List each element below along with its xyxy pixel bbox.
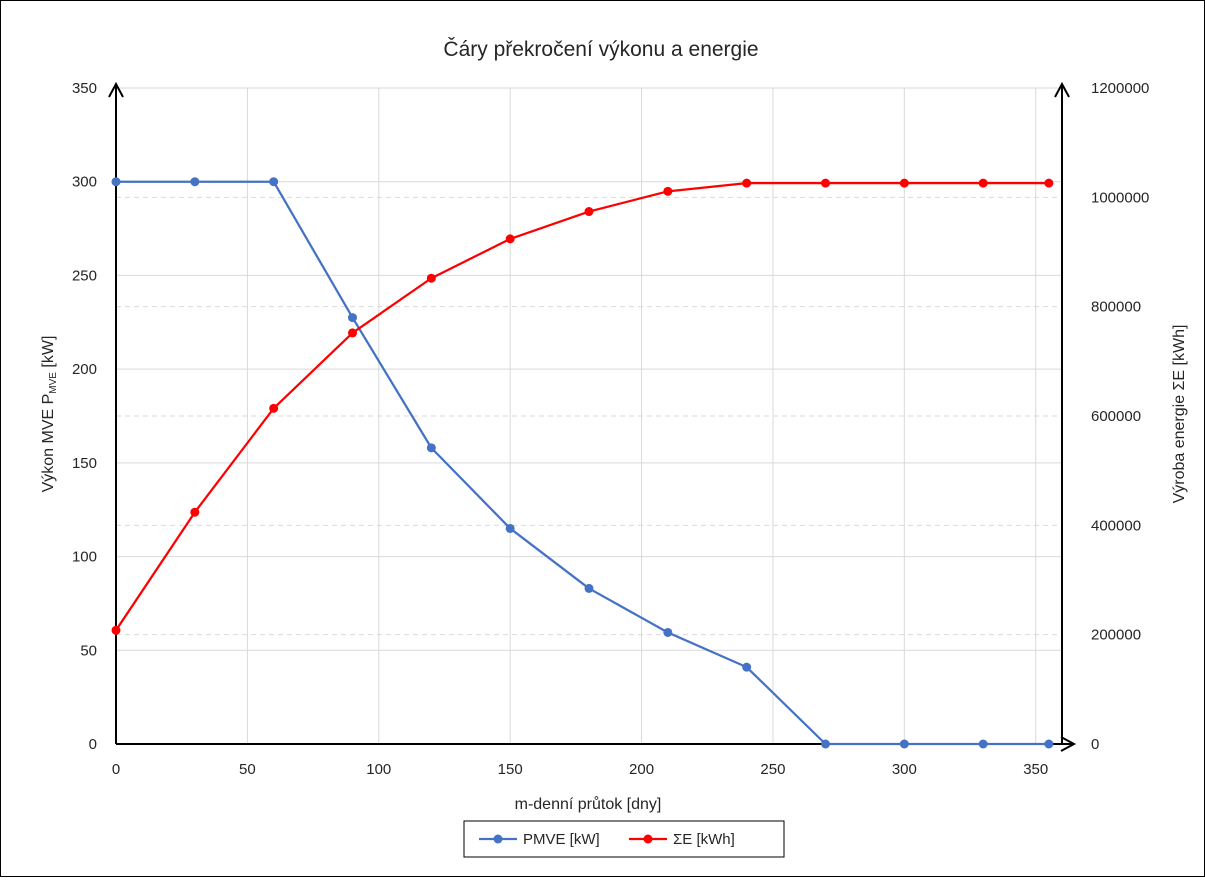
series-point-0 bbox=[584, 583, 594, 593]
y-left-tick-label: 350 bbox=[72, 80, 97, 97]
y-right-tick-label: 1000000 bbox=[1091, 189, 1149, 206]
y-axis-left-title-sub: MVE bbox=[48, 372, 59, 394]
series-point-1 bbox=[742, 178, 752, 188]
legend-label-1: ΣE [kWh] bbox=[673, 831, 735, 848]
y-axis-left-title: Výkon MVE PMVE [kW] bbox=[40, 336, 59, 493]
y-axis-right-title: Výroba energie ΣE [kWh] bbox=[1171, 325, 1188, 504]
legend: PMVE [kW] ΣE [kWh] bbox=[463, 820, 785, 858]
series-point-0 bbox=[505, 523, 515, 533]
series-point-0 bbox=[426, 443, 436, 453]
y-axis-left-title-unit: [kW] bbox=[40, 336, 57, 372]
y-left-tick-label: 150 bbox=[72, 455, 97, 472]
y-left-tick-label: 0 bbox=[89, 736, 97, 753]
series-point-0 bbox=[111, 177, 121, 187]
y-right-tick-label: 800000 bbox=[1091, 299, 1141, 316]
y-left-tick-label: 300 bbox=[72, 174, 97, 191]
x-tick-label: 100 bbox=[366, 761, 391, 778]
series-point-1 bbox=[426, 273, 436, 283]
series-point-1 bbox=[505, 234, 515, 244]
series-point-1 bbox=[899, 178, 909, 188]
series-point-0 bbox=[978, 739, 988, 749]
y-left-tick-label: 200 bbox=[72, 361, 97, 378]
y-left-tick-label: 100 bbox=[72, 549, 97, 566]
axes: 0 50 100 150 200 250 300 350 0 50 100 150 200 250 300 3… bbox=[72, 80, 1149, 778]
series-point-0 bbox=[348, 313, 357, 323]
series-point-0 bbox=[821, 739, 830, 749]
legend-marker-1 bbox=[643, 834, 653, 844]
y-axis-left-title-main: Výkon MVE P bbox=[40, 394, 57, 493]
legend-box bbox=[463, 820, 785, 858]
x-tick-label: 300 bbox=[892, 761, 917, 778]
series-point-1 bbox=[1044, 178, 1054, 188]
y-right-tick-label: 1200000 bbox=[1091, 80, 1149, 97]
series-point-1 bbox=[821, 178, 830, 188]
series-point-0 bbox=[1044, 739, 1054, 749]
x-tick-label: 0 bbox=[112, 761, 120, 778]
x-tick-label: 250 bbox=[760, 761, 785, 778]
series-point-0 bbox=[269, 177, 279, 187]
y-axis-right-arrow bbox=[1054, 81, 1070, 98]
y-axis-left-arrow bbox=[108, 81, 124, 98]
grid bbox=[116, 87, 1062, 744]
x-axis-arrow bbox=[1060, 736, 1077, 752]
x-tick-label: 200 bbox=[629, 761, 654, 778]
x-tick-label: 150 bbox=[498, 761, 523, 778]
series-line-1 bbox=[115, 181, 1049, 631]
series-point-0 bbox=[663, 627, 673, 637]
series-point-1 bbox=[978, 178, 988, 188]
series-point-1 bbox=[111, 625, 121, 635]
y-left-tick-label: 250 bbox=[72, 267, 97, 284]
series-point-0 bbox=[190, 177, 200, 187]
series-point-1 bbox=[348, 328, 357, 338]
x-tick-label: 350 bbox=[1023, 761, 1048, 778]
y-right-tick-label: 400000 bbox=[1091, 517, 1141, 534]
x-tick-label: 50 bbox=[239, 761, 256, 778]
y-right-tick-label: 600000 bbox=[1091, 408, 1141, 425]
y-right-tick-label: 200000 bbox=[1091, 627, 1141, 644]
chart-title: Čáry překročení výkonu a energie bbox=[443, 38, 758, 61]
legend-marker-0 bbox=[493, 834, 503, 844]
x-axis-title: m-denní průtok [dny] bbox=[515, 795, 662, 813]
series-point-0 bbox=[899, 739, 909, 749]
series-point-1 bbox=[269, 403, 279, 413]
series-point-1 bbox=[190, 507, 200, 517]
series-layer bbox=[111, 177, 1054, 749]
legend-label-0: PMVE [kW] bbox=[523, 831, 600, 848]
series-point-0 bbox=[742, 662, 752, 672]
series-point-1 bbox=[663, 186, 673, 196]
y-left-tick-label: 50 bbox=[80, 642, 97, 659]
series-point-1 bbox=[584, 207, 594, 217]
y-right-tick-label: 0 bbox=[1091, 736, 1099, 753]
